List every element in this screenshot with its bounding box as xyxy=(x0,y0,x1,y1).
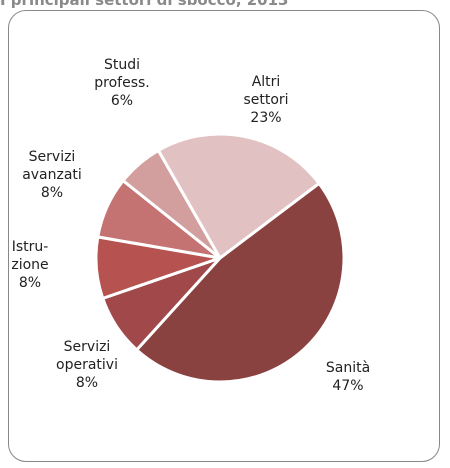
category-label: Istru- zione xyxy=(11,239,49,273)
chart-panel xyxy=(8,10,440,462)
chart-title: I principali settori di sbocco, 2013 xyxy=(0,0,289,9)
pie-slice xyxy=(134,181,346,384)
slice-label: Sanità 47% xyxy=(326,359,370,395)
slice-label: Servizi operativi 8% xyxy=(56,338,118,392)
category-label: Servizi operativi xyxy=(56,339,118,373)
value-label: 23% xyxy=(250,110,282,126)
value-label: 47% xyxy=(332,378,364,394)
pie-slice xyxy=(156,132,322,261)
slice-label: Servizi avanzati 8% xyxy=(22,148,82,202)
category-label: Servizi avanzati xyxy=(22,149,82,183)
slice-label: Altri settori 23% xyxy=(243,73,288,127)
slice-label: Studi profess. 6% xyxy=(94,56,149,110)
value-label: 8% xyxy=(40,185,64,201)
category-label: Studi profess. xyxy=(94,57,150,91)
value-label: 8% xyxy=(18,275,42,291)
value-label: 6% xyxy=(110,93,134,109)
category-label: Sanità xyxy=(325,360,371,376)
category-label: Altri settori xyxy=(243,74,289,108)
value-label: 8% xyxy=(75,375,99,391)
slice-label: Istru- zione 8% xyxy=(11,238,48,292)
